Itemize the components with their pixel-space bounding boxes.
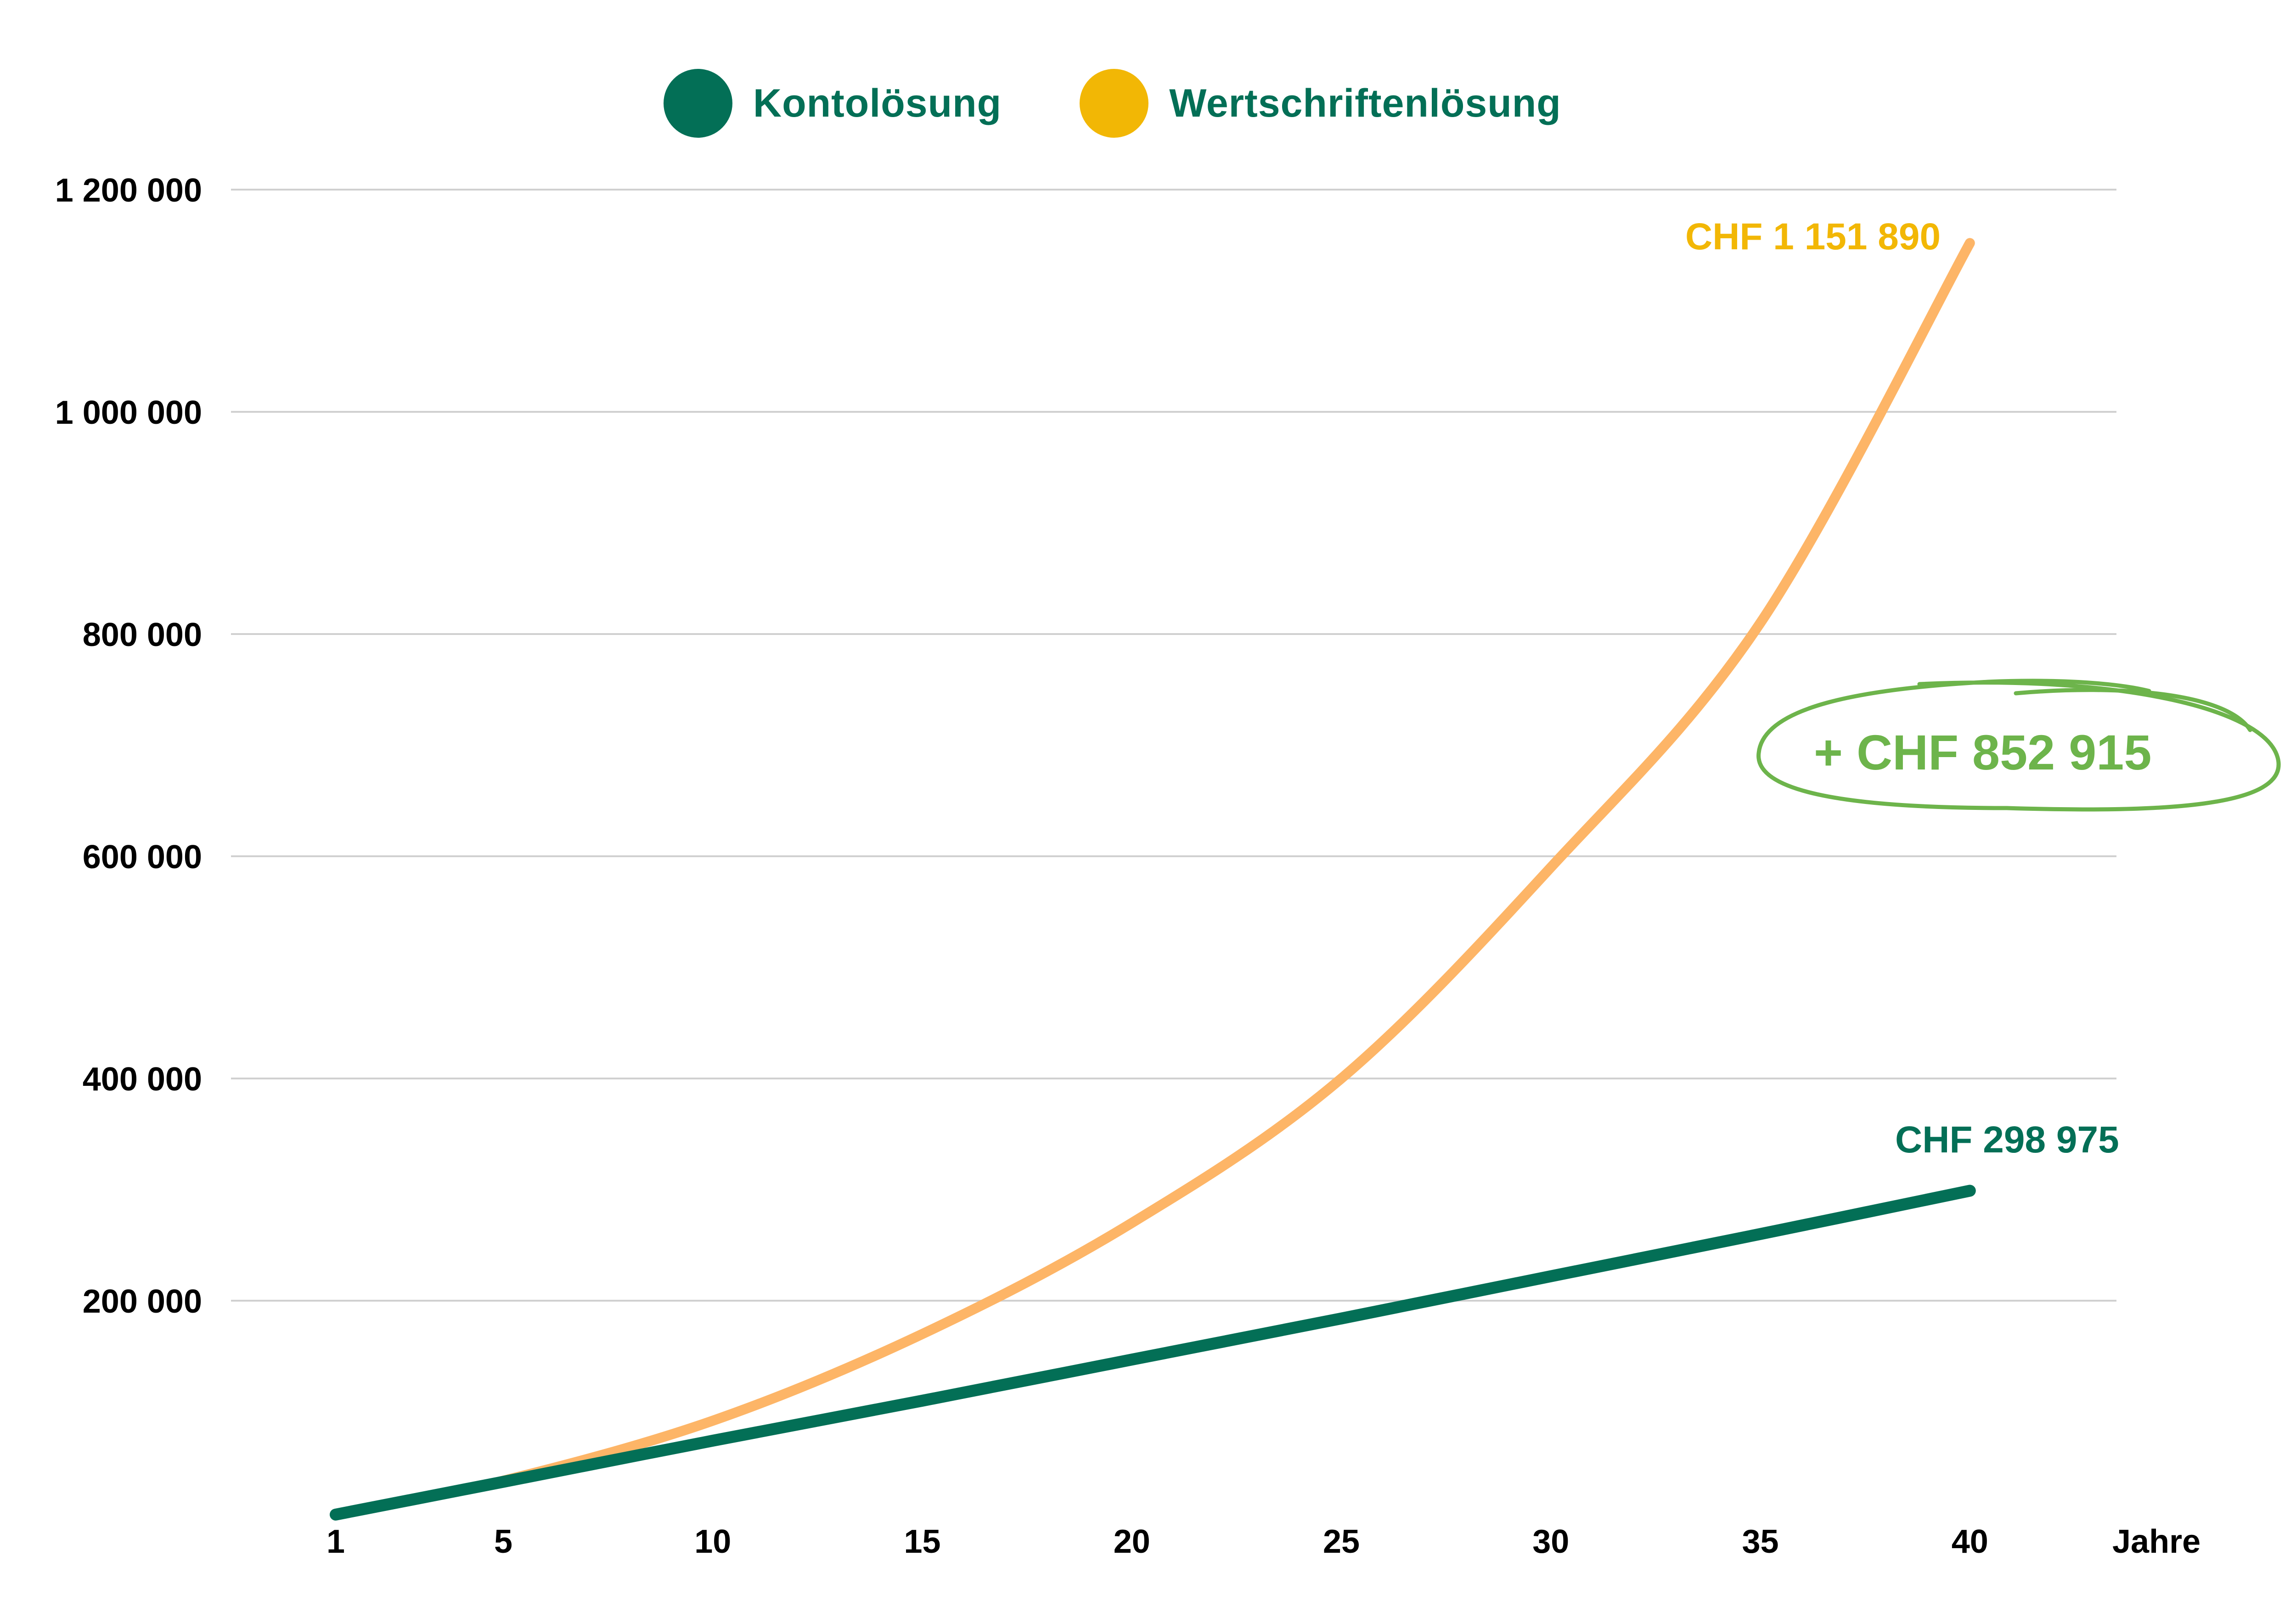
x-tick-label: 15 (904, 1523, 940, 1560)
wertschriften-line (331, 238, 1975, 1520)
konto-line (330, 1185, 1976, 1521)
legend-item-kontoloesung: Kontolösung (664, 69, 1002, 138)
x-tick-label: 1 (326, 1523, 345, 1560)
x-tick-label: 35 (1742, 1523, 1778, 1560)
x-tick-label: 10 (694, 1523, 731, 1560)
x-tick-label: 5 (494, 1523, 512, 1560)
y-axis-ticks: 200 000 400 000 600 000 800 000 1 000 000 1 2… (55, 172, 202, 1320)
chart-legend: Kontolösung Wertschriftenlösung (664, 69, 1639, 138)
x-tick-label: 40 (1952, 1523, 1988, 1560)
y-tick-label: 1 000 000 (55, 394, 202, 431)
legend-item-wertschriftenloesung: Wertschriftenlösung (1080, 69, 1561, 138)
x-tick-label: 20 (1114, 1523, 1150, 1560)
y-tick-label: 600 000 (83, 839, 202, 876)
y-tick-label: 800 000 (83, 617, 202, 653)
legend-label-kontoloesung: Kontolösung (753, 81, 1002, 125)
x-axis-ticks: 1 5 10 15 20 25 30 35 40 (326, 1523, 1988, 1560)
gridlines (231, 189, 2116, 1302)
y-tick-label: 1 200 000 (55, 172, 202, 209)
wertschriften-end-value-label: CHF 1 151 890 (1685, 216, 1941, 258)
legend-dot-kontoloesung-icon (664, 69, 732, 138)
legend-label-wertschriftenloesung: Wertschriftenlösung (1169, 81, 1561, 125)
x-tick-label: 30 (1532, 1523, 1569, 1560)
y-tick-label: 400 000 (83, 1061, 202, 1098)
difference-circle-annotation: + CHF 852 915 (1756, 679, 2281, 812)
legend-dot-wertschriftenloesung-icon (1080, 69, 1149, 138)
x-tick-label: 25 (1323, 1523, 1360, 1560)
difference-value-label: + CHF 852 915 (1814, 724, 2151, 780)
y-tick-label: 200 000 (83, 1283, 202, 1320)
konto-end-value-label: CHF 298 975 (1895, 1119, 2119, 1161)
x-axis-unit-label: Jahre (2112, 1523, 2200, 1560)
